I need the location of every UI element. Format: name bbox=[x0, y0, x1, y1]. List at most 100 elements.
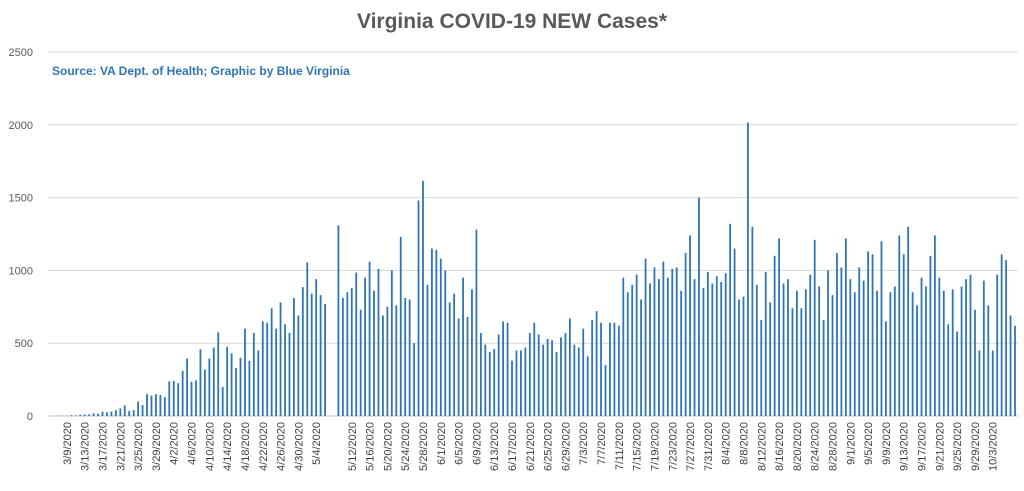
bar bbox=[261, 321, 264, 416]
bar bbox=[297, 315, 300, 416]
bar bbox=[106, 412, 108, 416]
bar bbox=[368, 261, 371, 416]
bar bbox=[248, 360, 251, 416]
bar bbox=[181, 370, 184, 416]
x-tick-label: 7/23/2020 bbox=[667, 422, 679, 471]
bar bbox=[123, 405, 126, 416]
bar bbox=[252, 333, 255, 416]
bar bbox=[577, 347, 580, 416]
x-tick-label: 6/13/2020 bbox=[489, 422, 501, 471]
bar bbox=[662, 261, 665, 416]
bar bbox=[92, 413, 95, 416]
x-tick-label: 8/20/2020 bbox=[792, 422, 804, 471]
bar bbox=[942, 290, 945, 416]
bar bbox=[515, 350, 518, 416]
bar bbox=[916, 305, 918, 416]
bar bbox=[635, 274, 638, 416]
bar bbox=[782, 283, 785, 416]
bar bbox=[341, 298, 344, 416]
bar bbox=[929, 255, 932, 416]
x-tick-label: 4/10/2020 bbox=[204, 422, 216, 471]
x-tick-label: 9/5/2020 bbox=[863, 422, 875, 465]
chart-title: Virginia COVID-19 NEW Cases* bbox=[356, 10, 668, 33]
bar bbox=[907, 226, 910, 416]
x-tick-label: 4/14/2020 bbox=[222, 422, 234, 471]
bar bbox=[991, 350, 994, 416]
x-tick-label: 6/17/2020 bbox=[507, 422, 519, 471]
x-tick-label: 5/4/2020 bbox=[311, 422, 323, 465]
bar bbox=[738, 299, 740, 416]
bar bbox=[755, 284, 758, 416]
bar bbox=[306, 262, 309, 416]
bar bbox=[693, 279, 696, 416]
bar bbox=[844, 238, 847, 416]
x-tick-label: 4/26/2020 bbox=[276, 422, 288, 471]
bar bbox=[764, 271, 767, 416]
bar bbox=[658, 279, 660, 416]
bar bbox=[83, 414, 86, 416]
bar bbox=[867, 251, 870, 416]
x-tick-label: 5/16/2020 bbox=[365, 422, 377, 471]
bar bbox=[675, 267, 678, 416]
bar bbox=[680, 290, 683, 416]
bar bbox=[951, 289, 954, 416]
bar bbox=[760, 319, 763, 416]
bar bbox=[853, 292, 856, 416]
bar bbox=[159, 394, 162, 416]
bar bbox=[947, 324, 950, 416]
bar bbox=[622, 277, 625, 416]
bar bbox=[88, 414, 91, 416]
x-tick-label: 6/5/2020 bbox=[454, 422, 466, 465]
bar bbox=[177, 383, 180, 416]
x-tick-label: 5/28/2020 bbox=[418, 422, 430, 471]
x-tick-label: 3/25/2020 bbox=[133, 422, 145, 471]
bar bbox=[355, 272, 358, 416]
bar bbox=[586, 356, 589, 416]
x-tick-label: 4/6/2020 bbox=[187, 422, 199, 465]
bar bbox=[631, 284, 634, 416]
bar bbox=[101, 411, 104, 416]
bar bbox=[751, 226, 754, 416]
y-tick-label: 1000 bbox=[9, 265, 33, 277]
bar bbox=[862, 280, 865, 416]
bar bbox=[684, 252, 687, 416]
bar bbox=[987, 305, 990, 416]
bar bbox=[849, 279, 852, 416]
bar bbox=[155, 394, 157, 416]
bar bbox=[275, 328, 278, 416]
bar bbox=[649, 283, 651, 416]
bar bbox=[982, 280, 985, 416]
bar bbox=[537, 334, 540, 416]
bar bbox=[911, 292, 914, 416]
bar bbox=[212, 347, 215, 416]
bar bbox=[239, 357, 242, 416]
bar bbox=[502, 321, 505, 416]
bar bbox=[497, 334, 500, 416]
bar bbox=[466, 316, 469, 416]
bar bbox=[978, 350, 981, 416]
x-tick-label: 4/18/2020 bbox=[240, 422, 252, 471]
bar bbox=[493, 349, 496, 416]
bar bbox=[315, 279, 318, 416]
bar bbox=[279, 302, 282, 416]
bar bbox=[119, 408, 122, 416]
bar bbox=[787, 279, 789, 416]
x-tick-label: 3/9/2020 bbox=[62, 422, 74, 465]
bar bbox=[568, 318, 571, 416]
bar bbox=[422, 180, 424, 416]
bar bbox=[172, 380, 175, 416]
bar bbox=[141, 405, 144, 416]
bar bbox=[319, 295, 322, 416]
bar bbox=[902, 254, 905, 416]
bar bbox=[546, 338, 549, 416]
bar bbox=[150, 395, 153, 416]
bar bbox=[974, 309, 976, 416]
bar bbox=[733, 248, 736, 416]
bar bbox=[230, 353, 233, 416]
bar bbox=[386, 306, 389, 416]
x-tick-label: 6/25/2020 bbox=[543, 422, 555, 471]
y-tick-label: 1500 bbox=[9, 193, 33, 205]
x-tick-label: 7/11/2020 bbox=[614, 422, 626, 470]
bar bbox=[1014, 325, 1016, 416]
bar bbox=[417, 200, 420, 416]
